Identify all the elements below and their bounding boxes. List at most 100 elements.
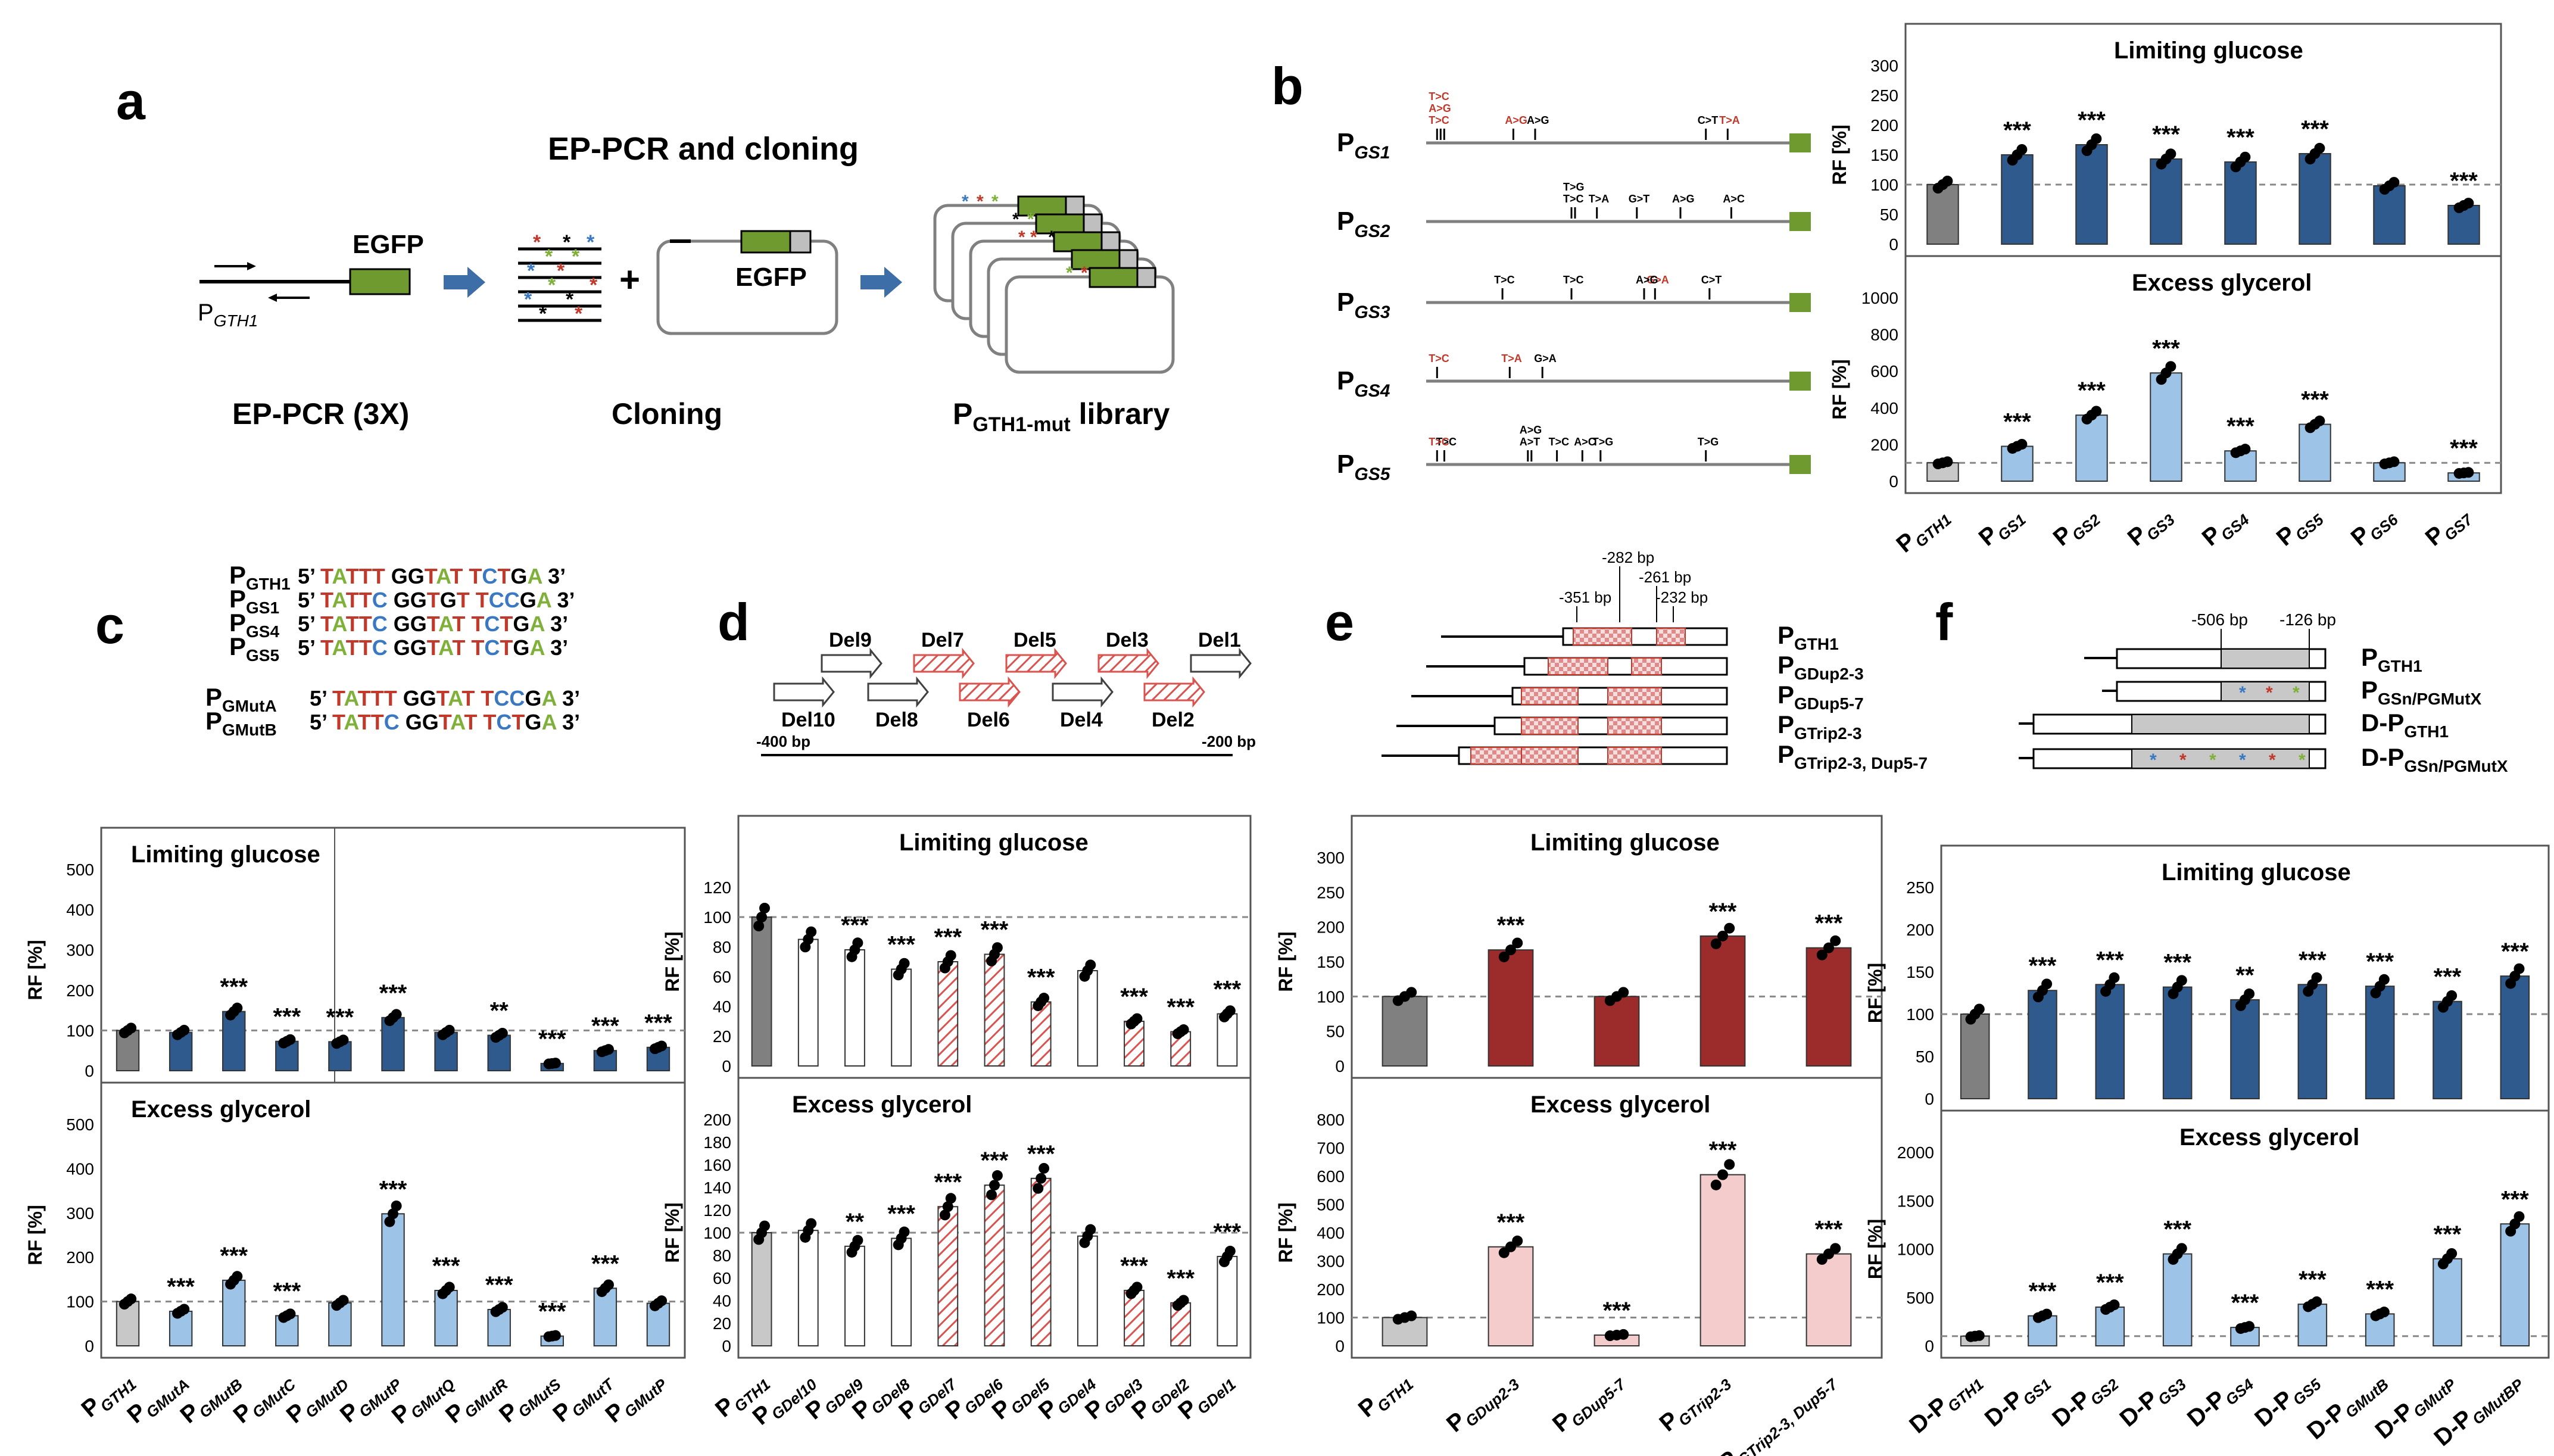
y-tick-label: 500 [66, 860, 94, 879]
y-tick-label: 0 [1889, 472, 1898, 491]
deletion-label: Del3 [1106, 629, 1149, 651]
y-tick-label: 400 [1870, 399, 1898, 417]
mutation-label: A>G [1520, 424, 1542, 436]
bar [1170, 1302, 1192, 1347]
svg-text:*: * [587, 231, 595, 254]
y-tick-label: 0 [722, 1337, 731, 1355]
bar [1077, 1235, 1098, 1346]
svg-text:*: * [1018, 227, 1025, 247]
replicate-dot [2378, 974, 2390, 985]
replicate-dot [285, 1034, 296, 1045]
svg-text:*: * [2150, 750, 2157, 770]
mutation-label: A>T [1520, 436, 1540, 448]
significance-label: *** [2434, 964, 2462, 990]
replicate-dot [1942, 176, 1953, 186]
replicate-dot [1085, 1224, 1096, 1235]
significance-label: *** [2226, 124, 2254, 151]
x-tick-label: PGTH1 [1354, 1365, 1417, 1426]
y-tick-label: 0 [85, 1337, 94, 1355]
svg-text:*: * [575, 303, 583, 325]
significance-label: *** [887, 932, 915, 958]
bar [1030, 1001, 1052, 1067]
mutation-label: C>T [1698, 114, 1719, 126]
panel-f: f -506 bp -126 bp PGTH1 * * * PGSn/PGMutXD-PGT… [1935, 593, 2508, 775]
significance-label: *** [1497, 912, 1525, 939]
y-tick-label: 200 [1317, 1280, 1345, 1299]
y-tick-label: 300 [1317, 849, 1345, 867]
y-tick-label: 50 [1916, 1047, 1934, 1066]
replicate-dot [1406, 1310, 1417, 1321]
y-tick-label: 100 [1906, 1005, 1934, 1024]
significance-label: *** [538, 1299, 566, 1325]
deletion-label: Del9 [829, 629, 872, 651]
chart-title: Excess glycerol [792, 1092, 972, 1118]
x-tick-label: PGS2 [2048, 501, 2104, 554]
replicate-dot [2176, 1243, 2187, 1254]
significance-label: *** [981, 1148, 1009, 1174]
deletion-label: Del8 [875, 709, 918, 731]
x-tick-label: D-PGMutB [2302, 1365, 2392, 1448]
panel-a: a EP-PCR and cloning EGFP PGTH1 * * * * * *… [116, 71, 1175, 436]
x-tick-label: D-PGS3 [2115, 1365, 2190, 1435]
x-tick-label: PGDel1 [1173, 1365, 1239, 1428]
bar [2373, 185, 2406, 245]
mutation-label: T>A [1589, 193, 1610, 205]
replicate-dot [1710, 938, 1722, 949]
construct-label: PGDup5-7 [1777, 681, 1864, 713]
y-tick-label: 50 [1326, 1022, 1345, 1041]
replicate-dot [1033, 1183, 1044, 1194]
y-tick-label: 200 [66, 1248, 94, 1267]
x-tick-label: D-PGS1 [1980, 1365, 2054, 1435]
y-tick-label: 200 [66, 981, 94, 1000]
mutation-label: T>A [1501, 353, 1522, 364]
replicate-dot [1618, 987, 1629, 998]
replicate-dot [1036, 1173, 1047, 1184]
replicate-dot [179, 1024, 190, 1036]
chart-title: Excess glycerol [131, 1096, 311, 1123]
x-tick-label: PGS6 [2346, 501, 2402, 554]
deletion-arrow [959, 676, 1021, 708]
svg-text:*: * [1066, 263, 1073, 283]
bar [1488, 1246, 1534, 1346]
mutation-label: A>G [1672, 193, 1695, 205]
svg-text:*: * [1081, 263, 1088, 283]
deletion-arrow [773, 676, 835, 708]
bar [1699, 1174, 1746, 1346]
y-tick-label: 160 [703, 1156, 731, 1174]
sequence-name: PGS5 [229, 632, 279, 665]
replicate-dot [2311, 1296, 2322, 1307]
replicate-dot [2109, 972, 2120, 983]
replicate-dot [2463, 198, 2474, 209]
x-tick-label: PGMutB [176, 1365, 246, 1432]
replicate-dot [2240, 444, 2251, 455]
egfp-box [1789, 212, 1811, 231]
svg-text:*: * [1027, 210, 1034, 229]
replicate-dot [1512, 937, 1523, 949]
bar [2297, 1304, 2328, 1346]
bar [797, 939, 819, 1067]
significance-label: *** [644, 1010, 672, 1036]
x-tick-label: D-PGS4 [2182, 1365, 2257, 1435]
significance-label: *** [2226, 413, 2254, 439]
significance-label: *** [2301, 387, 2329, 413]
y-tick-label: 200 [1906, 921, 1934, 939]
replicate-dot [497, 1302, 508, 1313]
replicate-dot [1512, 1235, 1523, 1246]
panel-letter-f: f [1935, 593, 1953, 651]
significance-label: *** [1709, 899, 1737, 925]
mutation-label: T>C [1436, 436, 1457, 448]
replicate-dot [603, 1279, 614, 1290]
svg-text:*: * [557, 260, 565, 282]
y-tick-label: 250 [1906, 878, 1934, 897]
significance-label: *** [591, 1251, 619, 1277]
chart-title: Excess glycerol [2179, 1124, 2359, 1151]
replicate-dot [806, 1218, 817, 1229]
mutation-label: C>T [1701, 274, 1722, 286]
replicate-dot [550, 1330, 561, 1341]
chart-e_top: 0 50 100 150 200 250 300 RF [%] Limiting glucose… [1275, 815, 1883, 1079]
replicate-dot [945, 950, 956, 961]
bar [2299, 423, 2331, 482]
deletion-arrow [1052, 676, 1114, 708]
y-tick-label: 300 [66, 1204, 94, 1223]
bar [751, 916, 772, 1067]
